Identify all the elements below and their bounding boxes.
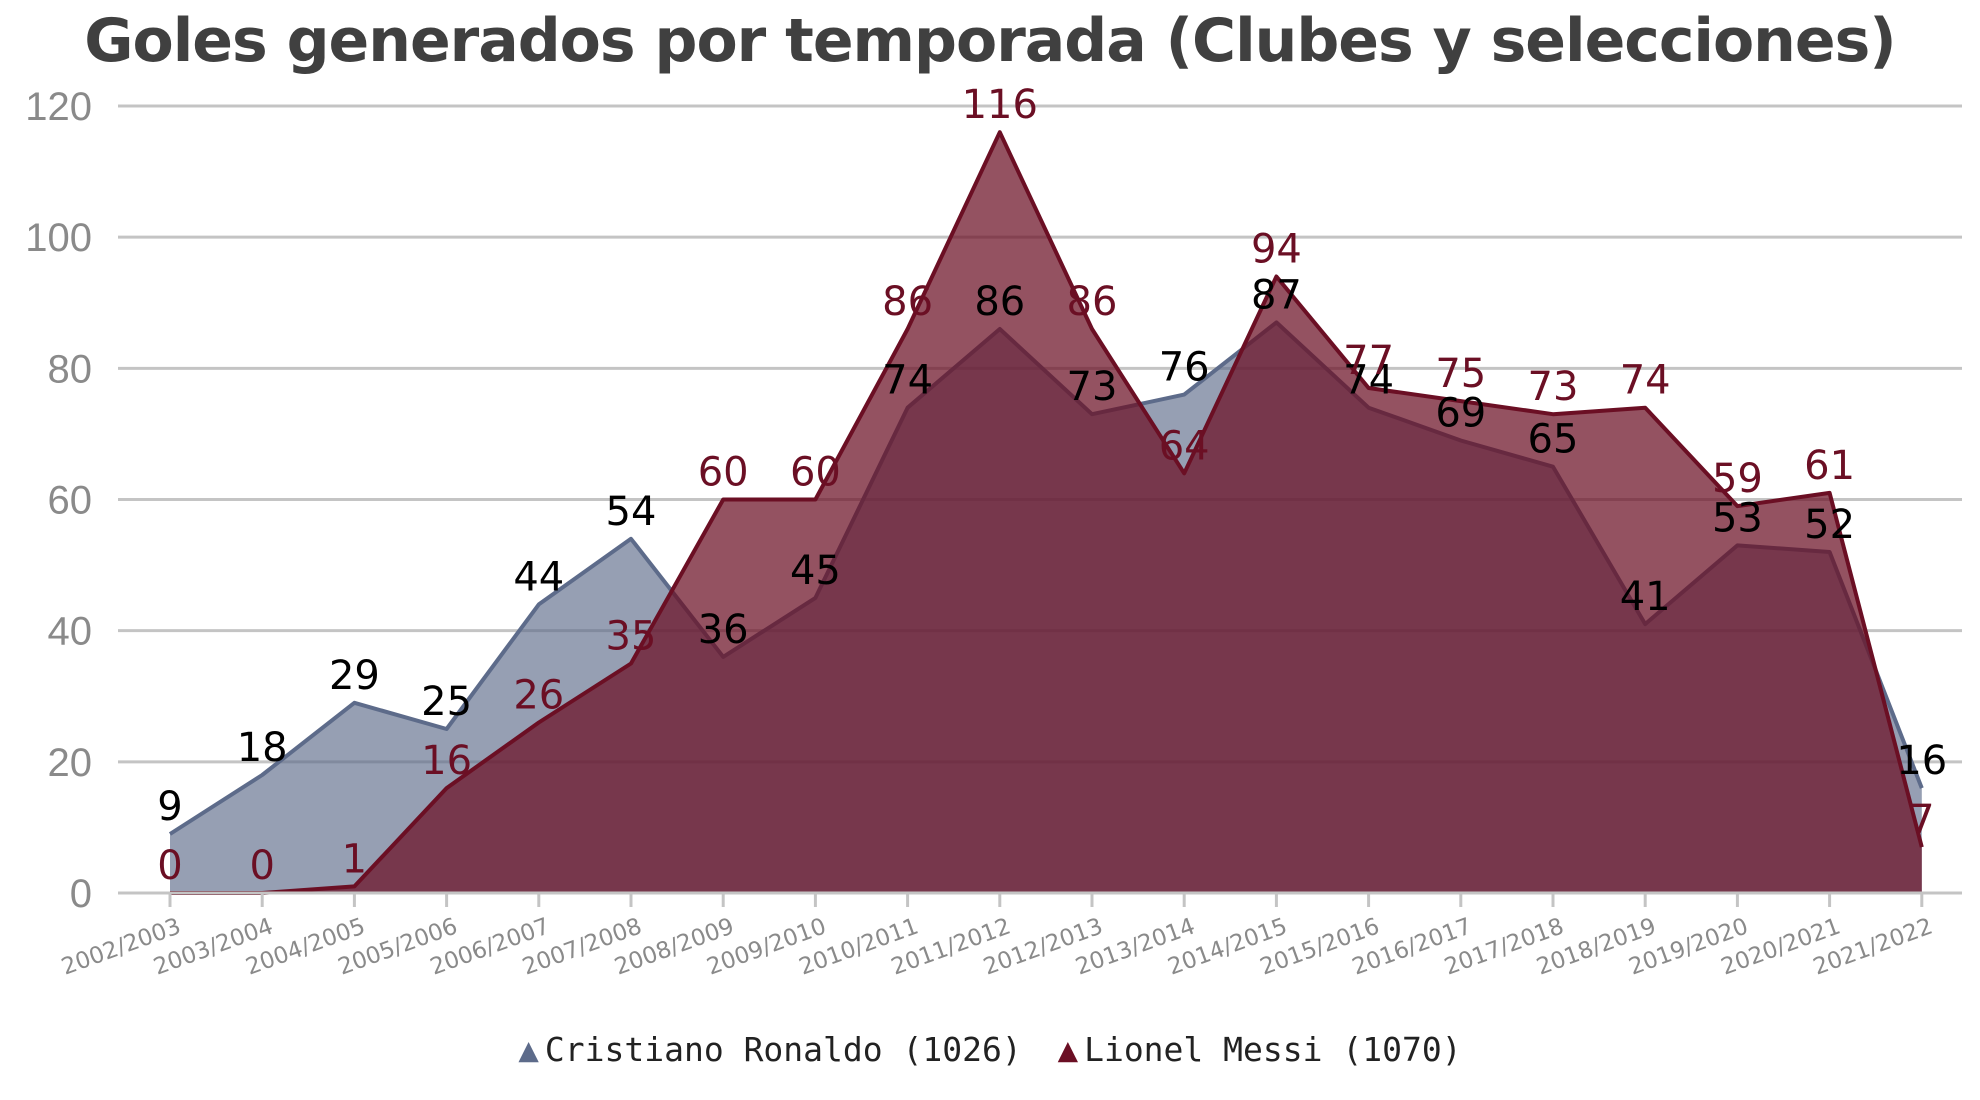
data-label-messi: 7 (1909, 797, 1934, 843)
legend-label-ronaldo: Cristiano Ronaldo (1026) (544, 1030, 1022, 1069)
data-label-ronaldo: 76 (1159, 345, 1210, 391)
data-label-ronaldo: 44 (513, 554, 564, 600)
data-label-ronaldo: 87 (1251, 272, 1302, 318)
data-label-messi: 60 (698, 450, 749, 496)
data-label-ronaldo: 52 (1804, 502, 1855, 548)
data-label-ronaldo: 18 (237, 725, 288, 771)
chart-title: Goles generados por temporada (Clubes y … (84, 6, 1896, 76)
data-label-messi: 86 (1067, 279, 1118, 325)
data-label-messi: 77 (1343, 338, 1394, 384)
data-label-messi: 61 (1804, 443, 1855, 489)
y-tick-label: 20 (48, 741, 93, 785)
data-label-ronaldo: 29 (329, 653, 380, 699)
data-label-ronaldo: 36 (698, 607, 749, 653)
y-tick-label: 0 (70, 872, 92, 916)
data-label-messi: 74 (1620, 358, 1671, 404)
data-label-messi: 35 (606, 613, 657, 659)
data-label-messi: 0 (157, 843, 182, 889)
y-tick-label: 80 (48, 347, 93, 391)
data-label-ronaldo: 69 (1435, 390, 1486, 436)
data-label-messi: 94 (1251, 227, 1302, 273)
data-label-messi: 73 (1528, 364, 1579, 410)
data-label-ronaldo: 74 (1343, 358, 1394, 404)
triangle-up-icon: ▲ (1057, 1030, 1079, 1070)
series-area-messi (170, 132, 1922, 893)
y-tick-label: 60 (48, 479, 93, 523)
data-label-ronaldo: 16 (1896, 738, 1947, 784)
data-label-ronaldo: 65 (1528, 417, 1579, 463)
data-label-ronaldo: 73 (1067, 364, 1118, 410)
data-label-messi: 16 (421, 738, 472, 784)
legend-item-messi: ▲ Lionel Messi (1070) (1058, 1030, 1462, 1070)
data-label-ronaldo: 53 (1712, 495, 1763, 541)
legend-label-messi: Lionel Messi (1070) (1084, 1030, 1462, 1069)
data-label-ronaldo: 74 (882, 358, 933, 404)
data-label-ronaldo: 45 (790, 548, 841, 594)
y-tick-label: 100 (25, 216, 92, 260)
y-tick-label: 40 (48, 610, 93, 654)
y-axis-ticks: 0 20 40 60 80 100 120 (25, 85, 92, 916)
data-label-messi: 64 (1159, 423, 1210, 469)
series-line-messi (170, 130, 1924, 895)
data-label-messi: 59 (1712, 456, 1763, 502)
triangle-up-icon: ▲ (518, 1030, 539, 1070)
data-label-messi: 116 (962, 82, 1038, 128)
data-label-ronaldo: 86 (974, 279, 1025, 325)
data-label-messi: 26 (513, 672, 564, 718)
y-tick-label: 120 (25, 85, 92, 129)
data-label-messi: 86 (882, 279, 933, 325)
data-label-ronaldo: 54 (606, 489, 657, 535)
x-axis: 2002/20032003/20042004/20052005/20062006… (58, 891, 1962, 981)
data-label-messi: 1 (342, 836, 367, 882)
data-label-messi: 0 (249, 843, 274, 889)
legend: ▲ Cristiano Ronaldo (1026) ▲ Lionel Messi … (0, 1030, 1980, 1070)
data-label-messi: 75 (1435, 351, 1486, 397)
data-label-ronaldo: 41 (1620, 574, 1671, 620)
data-label-messi: 60 (790, 450, 841, 496)
legend-item-ronaldo: ▲ Cristiano Ronaldo (1026) (518, 1030, 1021, 1070)
series-areas (168, 130, 1924, 895)
data-label-ronaldo: 9 (157, 784, 182, 830)
data-label-ronaldo: 25 (421, 679, 472, 725)
